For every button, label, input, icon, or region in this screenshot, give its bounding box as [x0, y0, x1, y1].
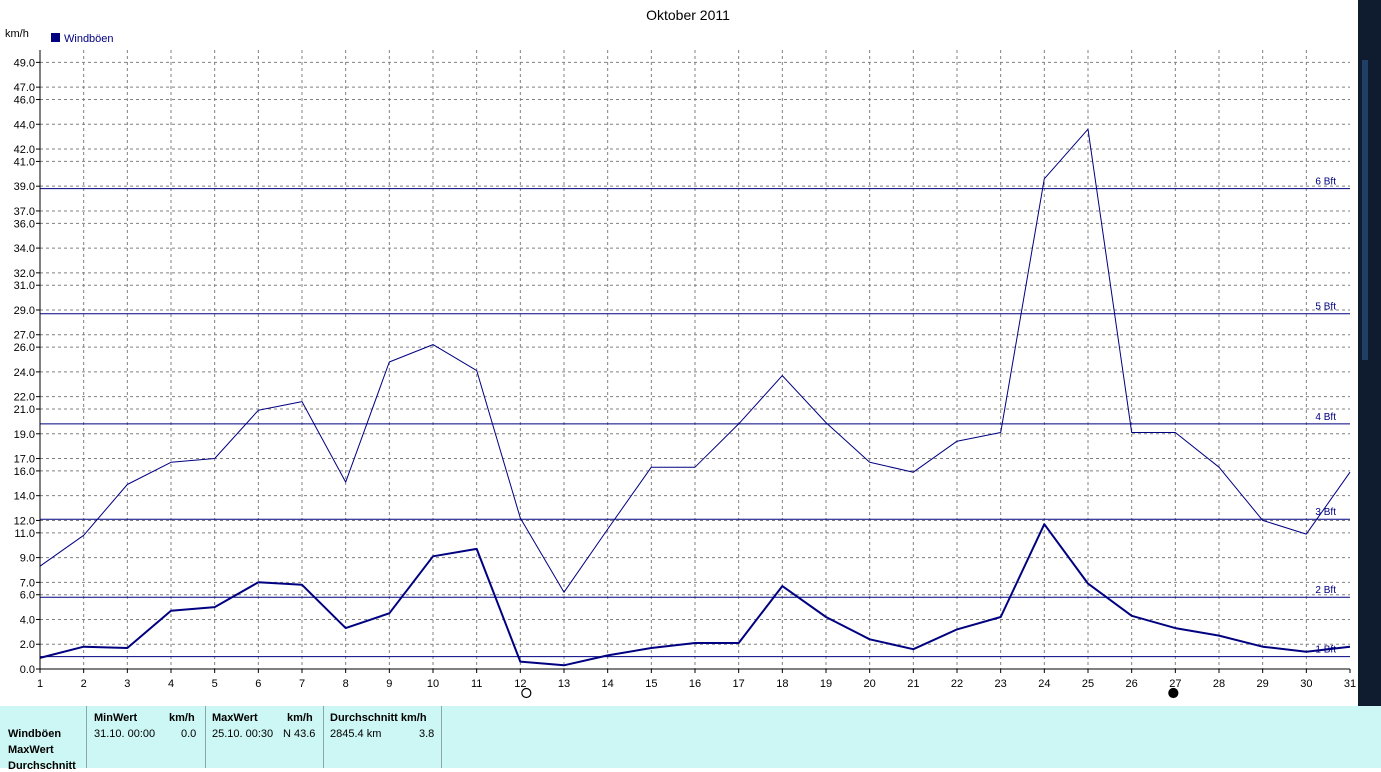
y-tick-label: 2.0	[20, 639, 35, 651]
y-tick-label: 49.0	[14, 57, 35, 69]
series-line-2	[39, 523, 1351, 667]
y-axis-unit: km/h	[5, 28, 29, 40]
chart-title: Oktober 2011	[646, 7, 730, 23]
row-label-maxwert: MaxWert	[8, 744, 54, 756]
x-tick-label: 29	[1257, 678, 1269, 690]
y-tick-label: 14.0	[14, 491, 35, 503]
y-tick-label: 39.0	[14, 181, 35, 193]
min-unit: km/h	[169, 712, 195, 724]
row-label-durchschnitt: Durchschnitt	[8, 760, 76, 772]
x-tick-label: 25	[1082, 678, 1094, 690]
x-tick-label: 21	[907, 678, 919, 690]
window-edge	[1358, 0, 1381, 706]
y-tick-label: 4.0	[20, 614, 35, 626]
x-tick-label: 15	[645, 678, 657, 690]
y-tick-label: 7.0	[20, 577, 35, 589]
y-tick-label: 26.0	[14, 342, 35, 354]
y-tick-label: 17.0	[14, 454, 35, 466]
avg-distance: 2845.4 km	[330, 728, 382, 740]
y-tick-label: 31.0	[14, 280, 35, 292]
x-tick-label: 10	[427, 678, 439, 690]
bft-label: 2 Bft	[1315, 585, 1336, 596]
bft-label: 6 Bft	[1315, 177, 1336, 188]
y-tick-label: 21.0	[14, 404, 35, 416]
x-tick-label: 8	[343, 678, 349, 690]
x-tick-label: 14	[602, 678, 614, 690]
min-header: MinWert	[94, 712, 138, 724]
x-tick-label: 30	[1300, 678, 1312, 690]
max-time: 25.10. 00:30	[212, 728, 274, 740]
y-tick-label: 24.0	[14, 367, 35, 379]
x-tick-label: 11	[471, 678, 482, 690]
x-tick-label: 6	[255, 678, 261, 690]
x-tick-label: 7	[299, 678, 305, 690]
y-tick-label: 47.0	[14, 82, 35, 94]
x-tick-label: 5	[212, 678, 218, 690]
stats-panel: Windböen MaxWert Durchschnitt MinWert km…	[0, 706, 1381, 772]
min-value: 0.0	[181, 728, 197, 740]
y-tick-label: 9.0	[20, 553, 35, 565]
x-tick-label: 1	[37, 678, 43, 690]
y-tick-label: 46.0	[14, 95, 35, 107]
y-tick-label: 32.0	[14, 268, 35, 280]
x-tick-label: 26	[1126, 678, 1138, 690]
min-time: 31.10. 00:00	[94, 728, 156, 740]
y-tick-label: 22.0	[14, 392, 35, 404]
y-tick-label: 36.0	[14, 218, 35, 230]
max-unit: km/h	[287, 712, 313, 724]
legend-label: Windböen	[64, 33, 114, 45]
x-tick-label: 12	[514, 678, 526, 690]
full-moon-icon	[521, 687, 532, 699]
avg-value: 3.8	[419, 728, 435, 740]
y-tick-label: 19.0	[14, 429, 35, 441]
y-tick-label: 12.0	[14, 515, 35, 527]
legend-swatch	[51, 33, 60, 42]
max-value: N 43.6	[283, 728, 316, 740]
x-tick-label: 2	[81, 678, 87, 690]
x-tick-label: 31	[1344, 678, 1356, 690]
max-header: MaxWert	[212, 712, 258, 724]
x-tick-label: 27	[1169, 678, 1181, 690]
y-tick-label: 27.0	[14, 330, 35, 342]
y-tick-label: 16.0	[14, 466, 35, 478]
y-tick-label: 0.0	[20, 664, 35, 676]
x-tick-label: 22	[951, 678, 963, 690]
y-tick-label: 34.0	[14, 243, 35, 255]
new-moon-icon	[1168, 687, 1179, 699]
y-tick-label: 29.0	[14, 305, 35, 317]
x-tick-label: 9	[386, 678, 392, 690]
x-tick-label: 20	[864, 678, 876, 690]
x-tick-label: 16	[689, 678, 701, 690]
bft-label: 5 Bft	[1315, 302, 1336, 313]
y-tick-label: 42.0	[14, 144, 35, 156]
x-tick-label: 28	[1213, 678, 1225, 690]
row-label-windboeen: Windböen	[8, 728, 62, 740]
y-tick-label: 41.0	[14, 156, 35, 168]
x-tick-label: 13	[558, 678, 570, 690]
x-tick-label: 4	[168, 678, 174, 690]
x-tick-label: 18	[776, 678, 788, 690]
y-tick-label: 37.0	[14, 206, 35, 218]
y-tick-label: 44.0	[14, 119, 35, 131]
x-tick-label: 24	[1038, 678, 1050, 690]
x-tick-label: 3	[124, 678, 130, 690]
bft-label: 3 Bft	[1315, 507, 1336, 518]
y-tick-label: 6.0	[20, 590, 35, 602]
series-line-1	[39, 128, 1351, 593]
bft-label: 4 Bft	[1315, 412, 1336, 423]
x-tick-label: 23	[995, 678, 1007, 690]
avg-header: Durchschnitt km/h	[330, 712, 427, 724]
x-tick-label: 17	[733, 678, 745, 690]
y-tick-label: 11.0	[14, 528, 35, 540]
x-tick-label: 19	[820, 678, 832, 690]
